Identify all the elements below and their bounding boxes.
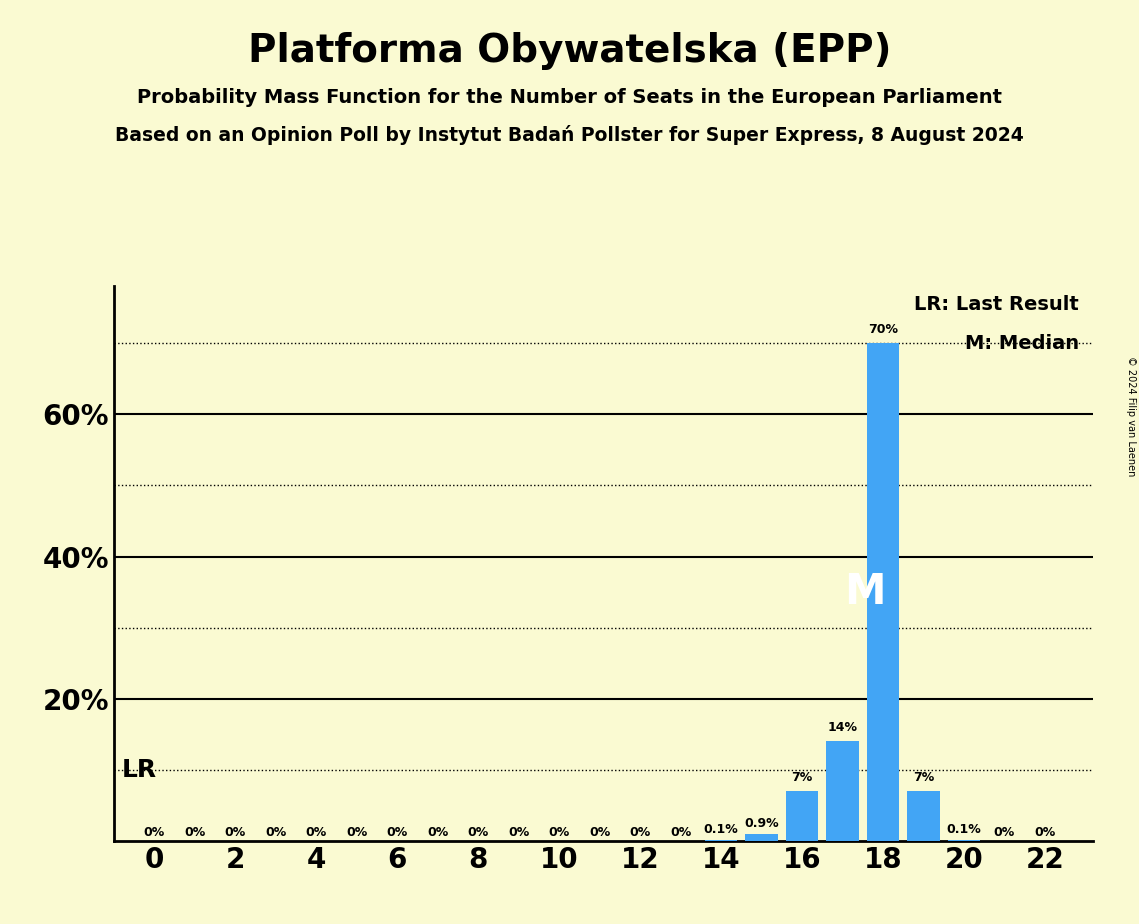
Text: 0%: 0%	[468, 826, 489, 839]
Text: 14%: 14%	[827, 722, 858, 735]
Text: 0%: 0%	[346, 826, 368, 839]
Text: 0%: 0%	[427, 826, 449, 839]
Text: LR: LR	[122, 758, 157, 782]
Bar	[908, 791, 940, 841]
Text: 0%: 0%	[185, 826, 205, 839]
Text: M: Median: M: Median	[965, 334, 1079, 353]
Text: 0%: 0%	[549, 826, 570, 839]
Text: 0%: 0%	[305, 826, 327, 839]
Text: 0%: 0%	[386, 826, 408, 839]
Text: M: M	[844, 571, 885, 613]
Text: 7%: 7%	[912, 771, 934, 784]
Text: 0.1%: 0.1%	[704, 823, 738, 836]
Text: 0%: 0%	[1034, 826, 1056, 839]
Text: 0.1%: 0.1%	[947, 823, 982, 836]
Text: 0%: 0%	[144, 826, 165, 839]
Text: 0%: 0%	[224, 826, 246, 839]
Bar	[867, 344, 899, 841]
Text: Based on an Opinion Poll by Instytut Badań Pollster for Super Express, 8 August : Based on an Opinion Poll by Instytut Bad…	[115, 125, 1024, 145]
Bar	[745, 834, 778, 841]
Text: 7%: 7%	[792, 771, 812, 784]
Text: 0%: 0%	[630, 826, 650, 839]
Text: © 2024 Filip van Laenen: © 2024 Filip van Laenen	[1126, 356, 1136, 476]
Text: Probability Mass Function for the Number of Seats in the European Parliament: Probability Mass Function for the Number…	[137, 88, 1002, 107]
Text: Platforma Obywatelska (EPP): Platforma Obywatelska (EPP)	[248, 32, 891, 70]
Text: 0%: 0%	[508, 826, 530, 839]
Text: 0%: 0%	[265, 826, 286, 839]
Text: LR: Last Result: LR: Last Result	[913, 295, 1079, 314]
Text: 0%: 0%	[993, 826, 1015, 839]
Text: 0.9%: 0.9%	[744, 817, 779, 830]
Text: 0%: 0%	[589, 826, 611, 839]
Bar	[826, 741, 859, 841]
Text: 0%: 0%	[670, 826, 691, 839]
Bar	[786, 791, 818, 841]
Text: 70%: 70%	[868, 323, 898, 336]
